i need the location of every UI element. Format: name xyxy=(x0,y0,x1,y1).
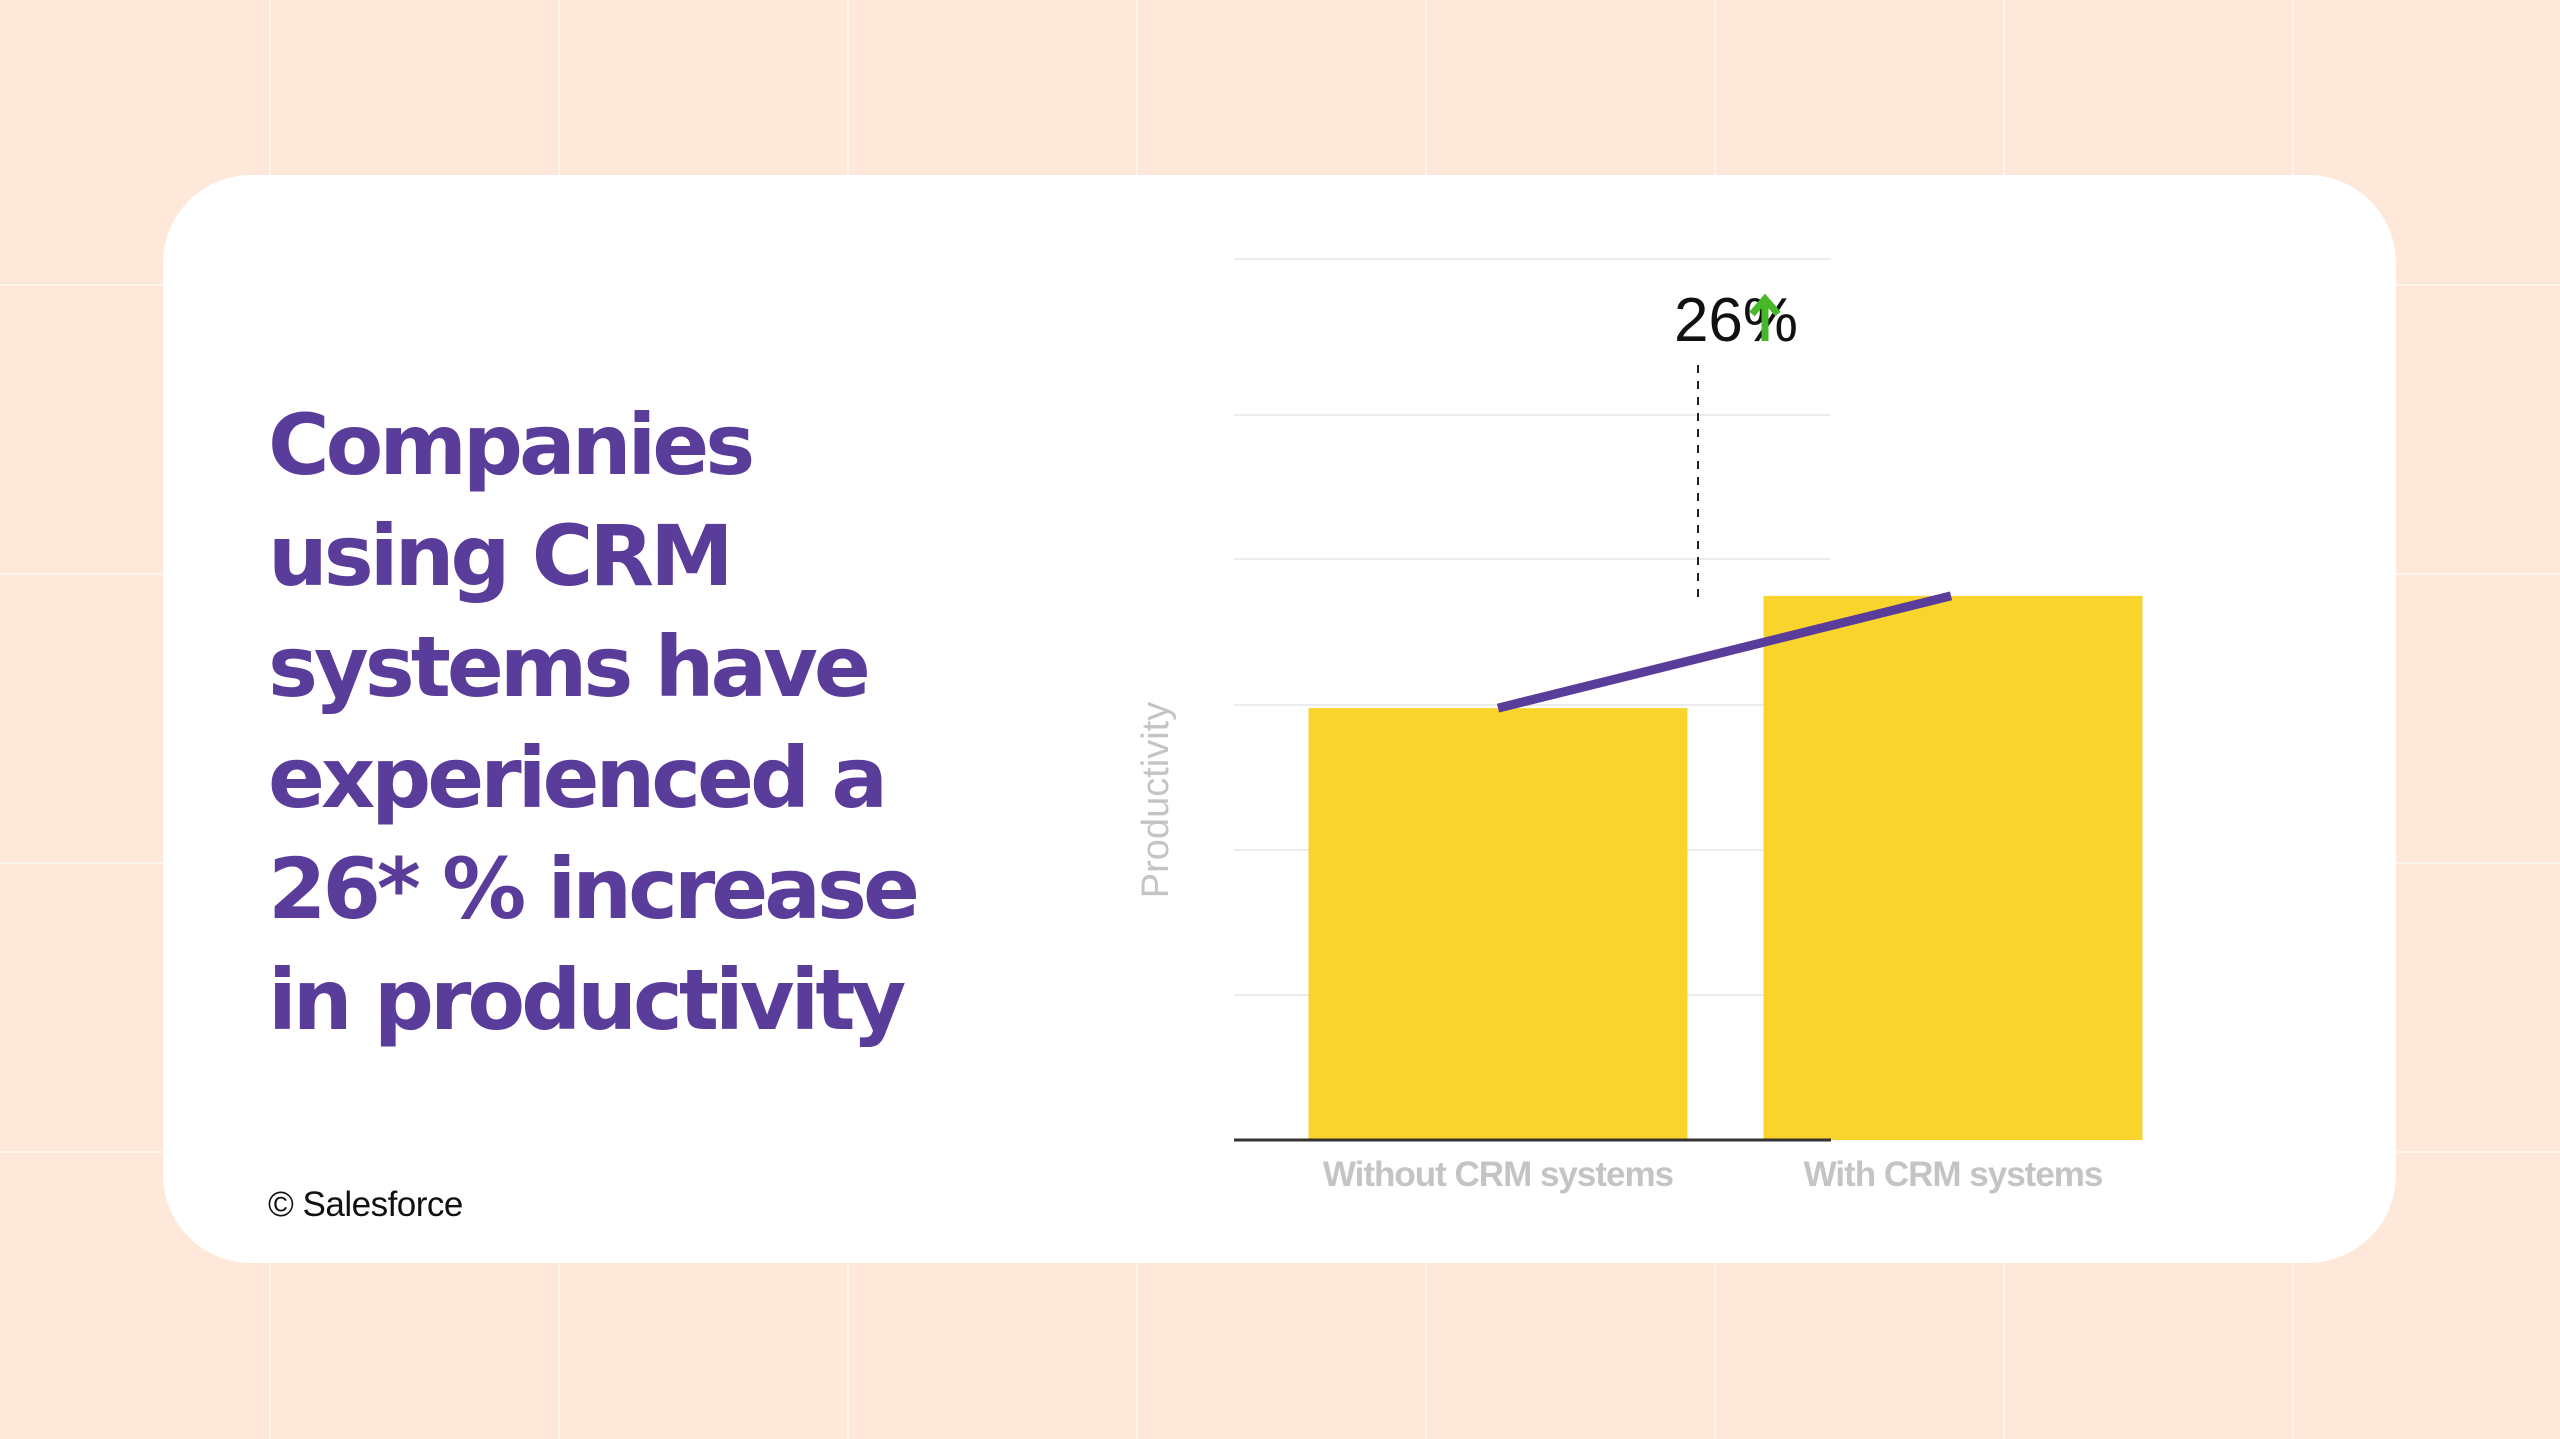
chart-bars xyxy=(1308,595,2143,1140)
bar xyxy=(1308,708,1688,1140)
annotation-label: 26% xyxy=(1674,286,1798,355)
up-arrow-icon xyxy=(1749,293,1781,341)
bar xyxy=(1763,595,2143,1140)
trend-line xyxy=(1496,591,1953,713)
copyright: © Salesforce xyxy=(268,1185,463,1224)
x-tick-labels: Without CRM systems With CRM systems xyxy=(1323,1155,2104,1194)
x-tick-label: With CRM systems xyxy=(1804,1155,2103,1194)
x-tick-label: Without CRM systems xyxy=(1323,1155,1674,1194)
y-axis-label: Productivity xyxy=(1135,702,1177,898)
chart: 26% Without CRM systems With CRM systems … xyxy=(1135,258,2143,1194)
headline: Companies using CRM systems have experie… xyxy=(268,396,920,1049)
card: Companies using CRM systems have experie… xyxy=(163,175,2396,1263)
